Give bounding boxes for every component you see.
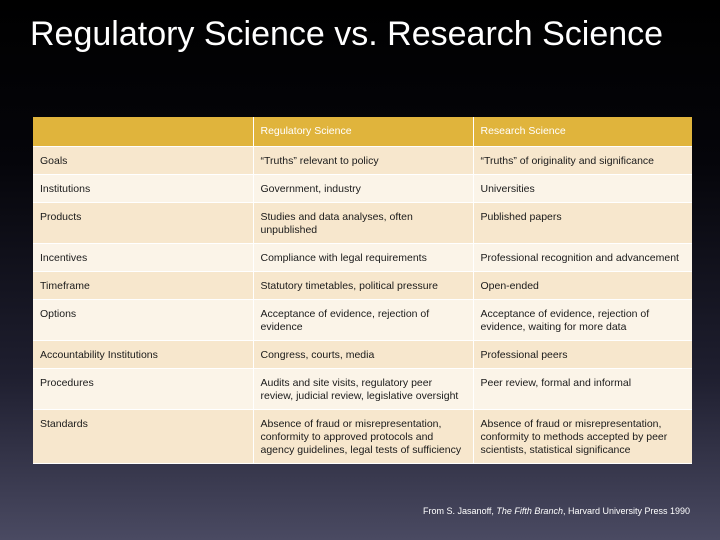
header-cell-research-science: Research Science	[473, 117, 692, 147]
table-cell-criterion: Institutions	[33, 174, 254, 203]
table-row: Standards Absence of fraud or misrepresen…	[33, 409, 692, 464]
table-cell-research-science: Professional recognition and advancement	[473, 243, 692, 272]
comparison-table: Regulatory Science Research Science Goal…	[33, 117, 692, 464]
table-cell-research-science: Universities	[473, 174, 692, 203]
table-row: Procedures Audits and site visits, regula…	[33, 368, 692, 410]
table-cell-regulatory-science: “Truths” relevant to policy	[253, 146, 474, 175]
table-cell-regulatory-science: Studies and data analyses, often unpubli…	[253, 202, 474, 244]
table-row: Products Studies and data analyses, often…	[33, 202, 692, 244]
citation-book-title: The Fifth Branch	[496, 506, 563, 516]
table-cell-regulatory-science: Statutory timetables, political pressure	[253, 271, 474, 300]
table-row: Timeframe Statutory timetables, political…	[33, 271, 692, 300]
table-row: Goals “Truths” relevant to policy “Truths”…	[33, 146, 692, 175]
table-body: Goals “Truths” relevant to policy “Truths”…	[33, 146, 692, 464]
table-cell-regulatory-science: Government, industry	[253, 174, 474, 203]
table-cell-criterion: Options	[33, 299, 254, 341]
table-cell-research-science: “Truths” of originality and significance	[473, 146, 692, 175]
table-cell-regulatory-science: Acceptance of evidence, rejection of evi…	[253, 299, 474, 341]
citation-prefix: From S. Jasanoff,	[423, 506, 497, 516]
table-cell-criterion: Procedures	[33, 368, 254, 410]
header-cell-regulatory-science: Regulatory Science	[253, 117, 474, 147]
table-cell-regulatory-science: Absence of fraud or misrepresentation, c…	[253, 409, 474, 464]
table-cell-regulatory-science: Audits and site visits, regulatory peer …	[253, 368, 474, 410]
table-row: Options Acceptance of evidence, rejection…	[33, 299, 692, 341]
table-cell-criterion: Timeframe	[33, 271, 254, 300]
source-citation: From S. Jasanoff, The Fifth Branch, Harv…	[423, 505, 690, 517]
table-header-row: Regulatory Science Research Science	[33, 117, 692, 147]
table-cell-research-science: Acceptance of evidence, rejection of evi…	[473, 299, 692, 341]
table-cell-research-science: Open-ended	[473, 271, 692, 300]
table-cell-regulatory-science: Compliance with legal requirements	[253, 243, 474, 272]
table-row: Incentives Compliance with legal requirem…	[33, 243, 692, 272]
table-cell-criterion: Goals	[33, 146, 254, 175]
table-row: Accountability Institutions Congress, cou…	[33, 340, 692, 369]
table-cell-criterion: Accountability Institutions	[33, 340, 254, 369]
table-cell-criterion: Incentives	[33, 243, 254, 272]
slide-title: Regulatory Science vs. Research Science	[30, 15, 664, 53]
table-cell-criterion: Products	[33, 202, 254, 244]
table-cell-research-science: Peer review, formal and informal	[473, 368, 692, 410]
header-cell-empty	[33, 117, 254, 147]
table-cell-research-science: Published papers	[473, 202, 692, 244]
table-cell-research-science: Absence of fraud or misrepresentation, c…	[473, 409, 692, 464]
table-cell-regulatory-science: Congress, courts, media	[253, 340, 474, 369]
table-cell-research-science: Professional peers	[473, 340, 692, 369]
table-cell-criterion: Standards	[33, 409, 254, 464]
table-row: Institutions Government, industry Universi…	[33, 174, 692, 203]
citation-suffix: , Harvard University Press 1990	[562, 506, 690, 516]
